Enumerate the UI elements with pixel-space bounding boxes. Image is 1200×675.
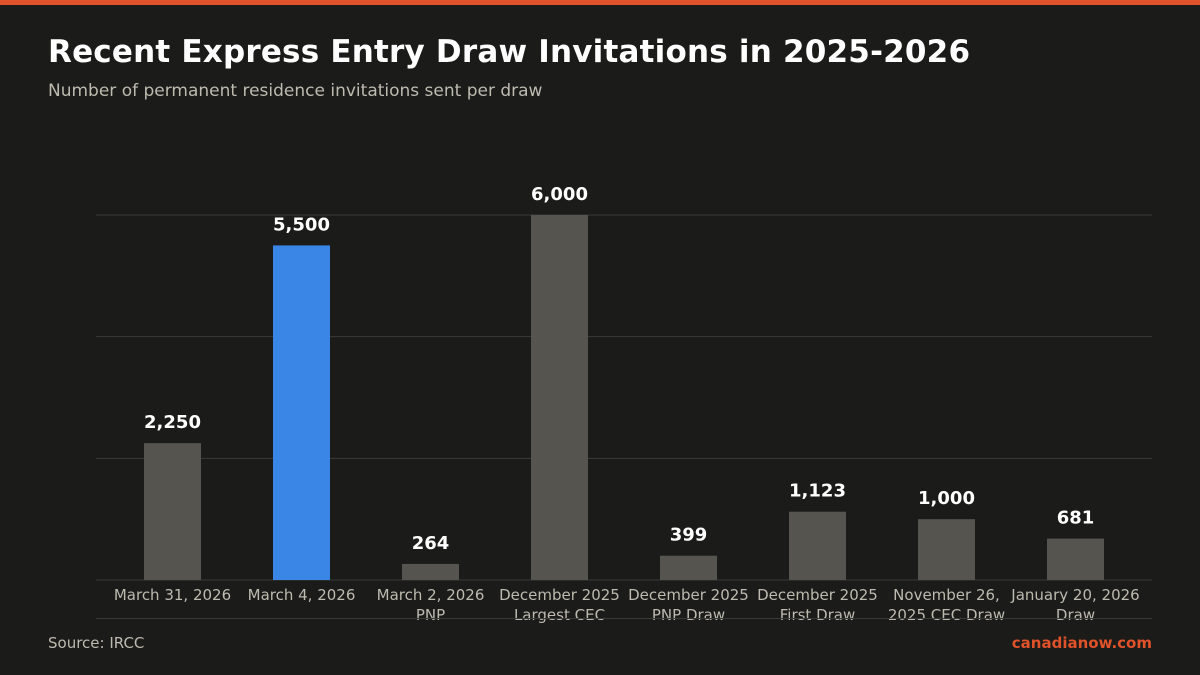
category-label-line: PNP <box>416 606 445 624</box>
category-label-line: March 31, 2026 <box>114 586 231 604</box>
category-label-2: March 2, 2026 PNP <box>377 586 485 624</box>
value-label-0: 2,250 <box>144 412 201 433</box>
bar-6 <box>918 519 975 580</box>
value-label-7: 681 <box>1057 508 1095 529</box>
bars <box>144 215 1104 580</box>
footer-divider <box>96 618 1152 619</box>
category-labels: March 31, 2026 March 4, 2026 March 2, 2026… <box>114 586 1140 624</box>
category-label-4: December 2025 PNP Draw <box>628 586 749 624</box>
value-label-6: 1,000 <box>918 488 975 509</box>
category-label-line: First Draw <box>780 606 856 624</box>
gridlines <box>96 214 1152 581</box>
bar-1 <box>273 245 330 580</box>
bar-4 <box>660 555 717 580</box>
category-label-line: Draw <box>1056 606 1095 624</box>
category-label-line: December 2025 <box>499 586 620 604</box>
category-label-line: PNP Draw <box>652 606 725 624</box>
value-label-3: 6,000 <box>531 184 588 205</box>
bar-5 <box>789 511 846 580</box>
category-label-line: 2025 CEC Draw <box>888 606 1005 624</box>
category-label-line: Largest CEC <box>514 606 605 624</box>
source-note: Source: IRCC <box>48 634 145 652</box>
category-label-line: January 20, 2026 <box>1010 586 1139 604</box>
category-label-0: March 31, 2026 <box>114 586 231 604</box>
category-label-line: December 2025 <box>628 586 749 604</box>
brand-link[interactable]: canadianow.com <box>1011 634 1152 652</box>
accent-top-bar <box>0 0 1200 5</box>
category-label-7: January 20, 2026 Draw <box>1010 586 1139 624</box>
category-label-5: December 2025 First Draw <box>757 586 878 624</box>
value-label-2: 264 <box>412 533 450 554</box>
value-label-4: 399 <box>670 525 708 546</box>
category-label-line: March 2, 2026 <box>377 586 485 604</box>
bar-0 <box>144 443 201 580</box>
bar-3 <box>531 215 588 580</box>
value-labels: 2,250 5,500 264 6,000 399 1,123 1,000 681 <box>144 184 1094 554</box>
category-label-6: November 26, 2025 CEC Draw <box>888 586 1005 624</box>
chart-subtitle: Number of permanent residence invitation… <box>48 81 543 101</box>
category-label-3: December 2025 Largest CEC <box>499 586 620 624</box>
bar-2 <box>402 563 459 580</box>
value-label-1: 5,500 <box>273 214 330 235</box>
value-label-5: 1,123 <box>789 481 846 502</box>
category-label-line: December 2025 <box>757 586 878 604</box>
category-label-line: March 4, 2026 <box>248 586 356 604</box>
bar-7 <box>1047 538 1104 580</box>
category-label-line: November 26, <box>893 586 1000 604</box>
category-label-1: March 4, 2026 <box>248 586 356 604</box>
chart-title: Recent Express Entry Draw Invitations in… <box>48 34 971 70</box>
